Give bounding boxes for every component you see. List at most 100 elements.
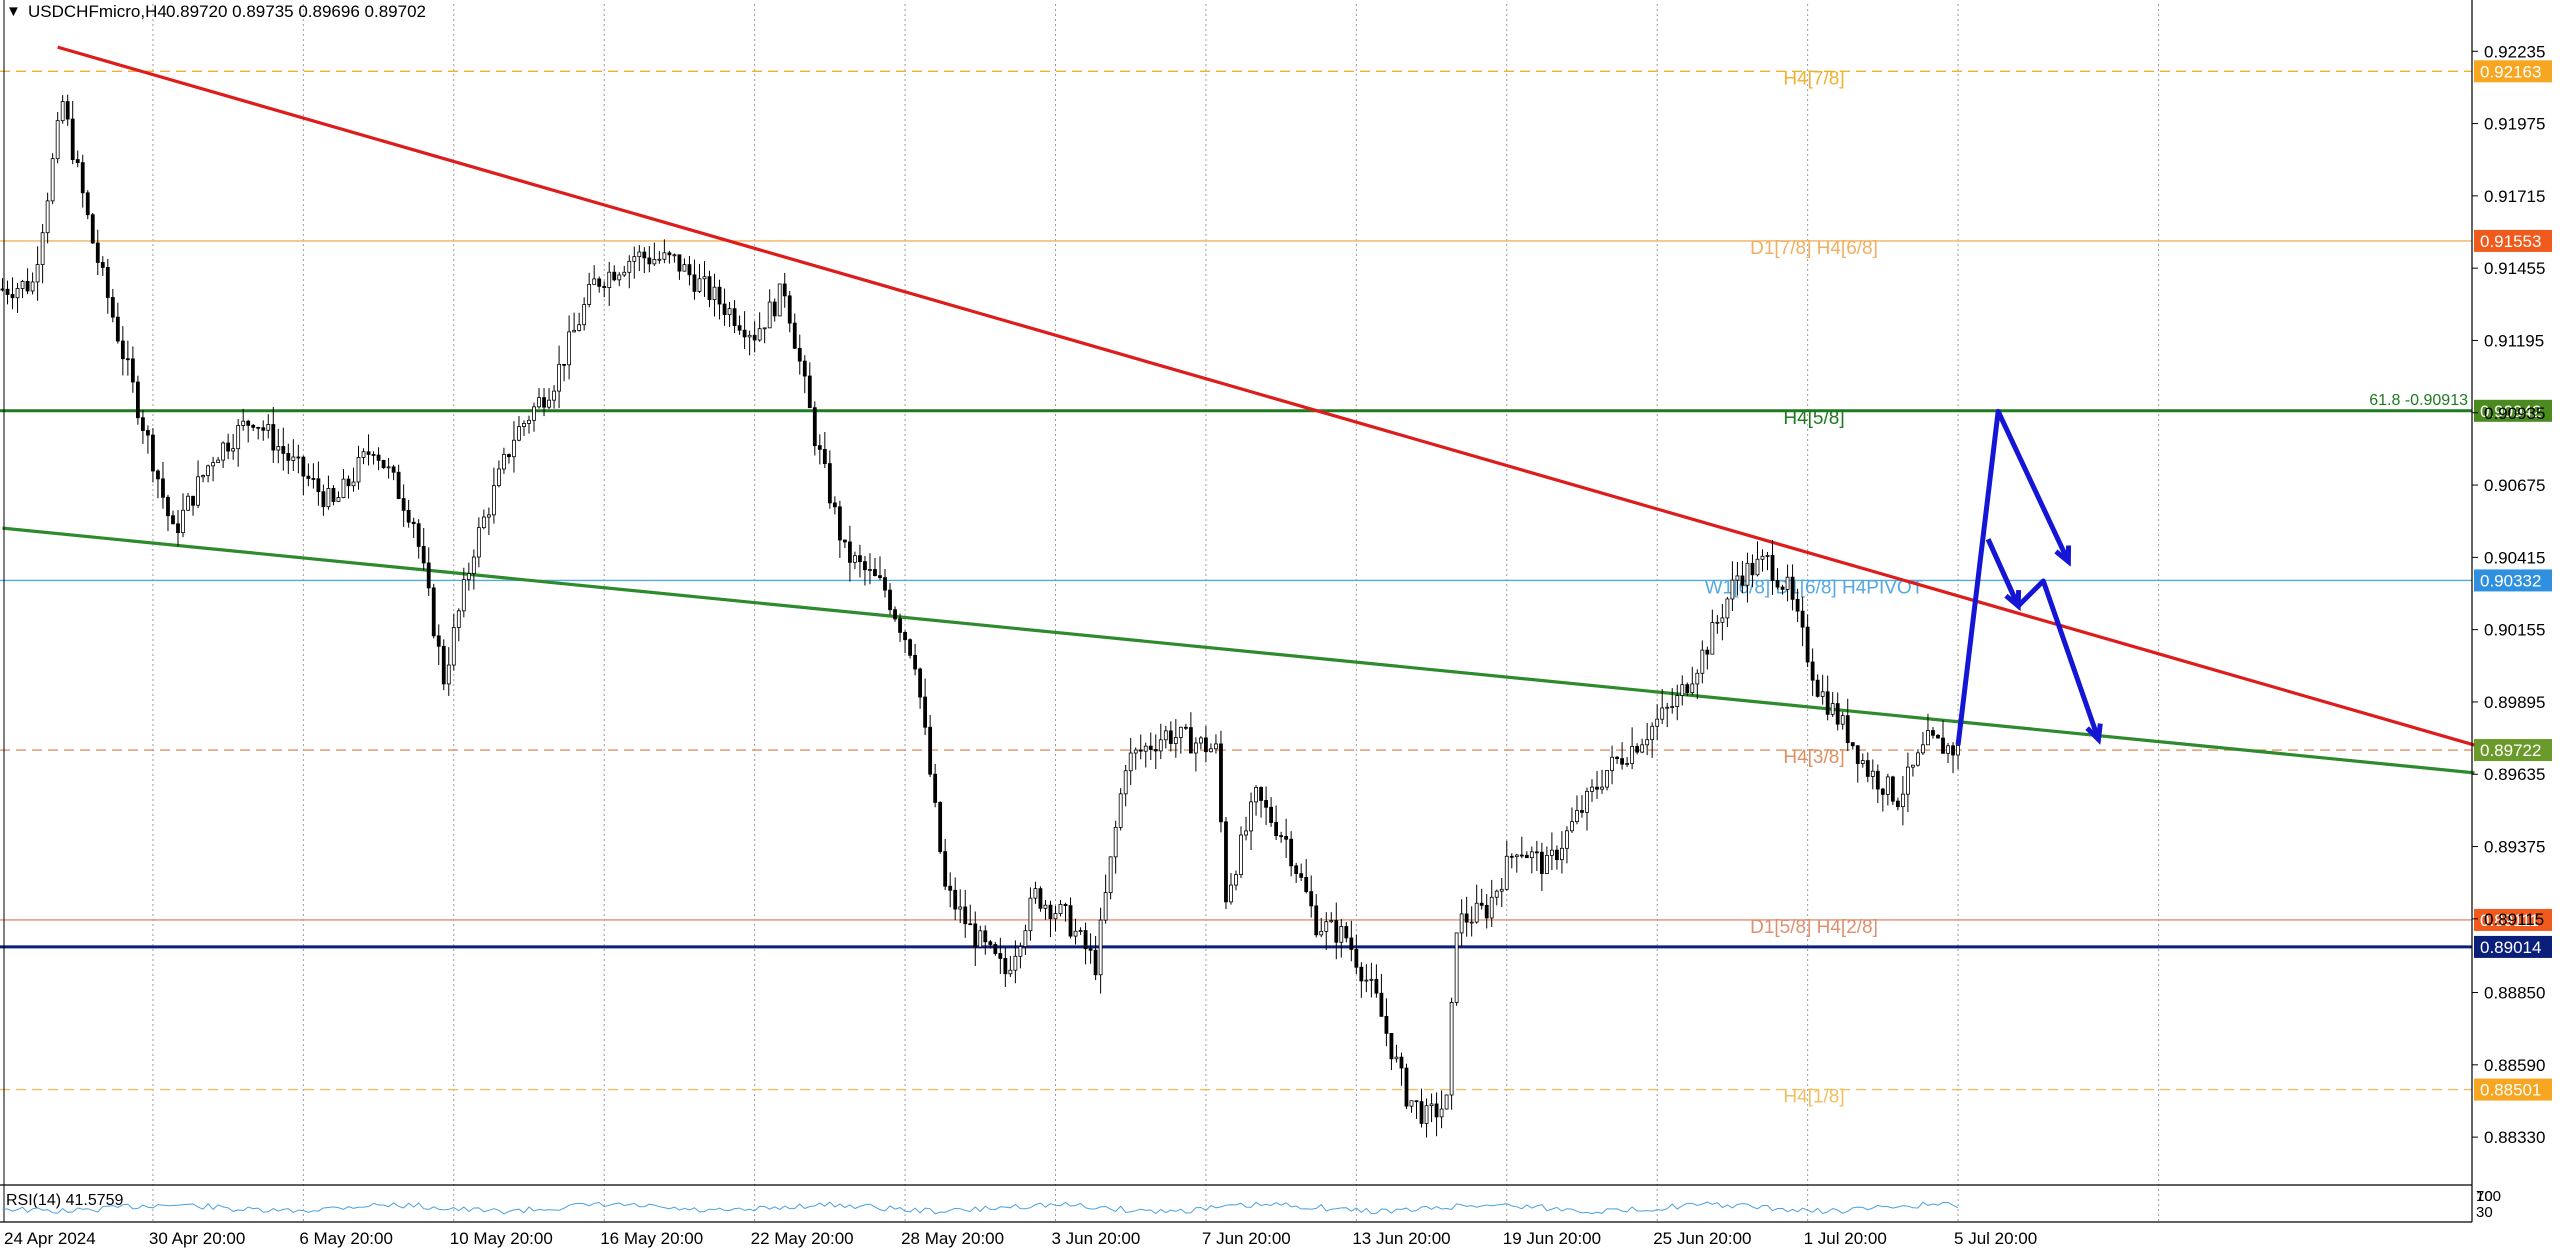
- candle-body: [1063, 903, 1068, 907]
- y-tick-label: 0.91195: [2484, 331, 2544, 350]
- candle-body: [667, 252, 672, 256]
- candle-body: [110, 297, 115, 318]
- candle-body: [1339, 926, 1344, 943]
- candle-body: [742, 329, 747, 338]
- candle-body: [1610, 756, 1614, 771]
- candle-body: [1188, 727, 1193, 754]
- candle-body: [151, 434, 155, 472]
- candle-body: [361, 451, 366, 458]
- candle-body: [1319, 930, 1324, 936]
- candle-body: [1850, 742, 1855, 747]
- candle-body: [712, 286, 717, 301]
- candle-body: [1083, 930, 1088, 950]
- candle-body: [471, 556, 476, 574]
- candle-body: [1289, 838, 1294, 867]
- price-tag-bg: [2474, 60, 2552, 83]
- candle-body: [1895, 800, 1900, 808]
- candle-body: [883, 577, 887, 591]
- price-tag-bg: [2474, 229, 2552, 252]
- level-lines: H4[7/8] 0.92163 D1[7/8] H4[6/8] 0.91553 H4[5…: [0, 60, 2552, 1108]
- candle-body: [1173, 737, 1178, 744]
- candle-body: [873, 569, 877, 577]
- candle-body: [486, 514, 491, 518]
- candle-body: [878, 575, 882, 579]
- candle-body: [1103, 892, 1108, 921]
- candle-body: [933, 773, 938, 803]
- candle-body: [176, 523, 180, 534]
- x-tick-label: 6 May 20:00: [299, 1229, 393, 1248]
- candle-body: [998, 953, 1003, 959]
- candle-body: [848, 541, 852, 563]
- candle-body: [1534, 851, 1539, 854]
- chart-header: ▼ USDCHFmicro,H4 0.89720 0.89735 0.89696…: [6, 2, 426, 21]
- candle-body: [1309, 891, 1314, 907]
- candle-body: [647, 257, 652, 265]
- candle-body: [1018, 946, 1023, 957]
- candle-body: [1725, 598, 1730, 619]
- header-caret[interactable]: ▼: [6, 3, 21, 20]
- candle-body: [898, 618, 902, 633]
- candle-body: [1419, 1101, 1424, 1124]
- candle-body: [1875, 770, 1880, 790]
- candle-body: [1279, 835, 1284, 838]
- candle-body: [572, 329, 577, 333]
- candle-body: [567, 331, 572, 366]
- candle-body: [1459, 913, 1464, 934]
- candle-body: [1249, 801, 1253, 832]
- candle-body: [527, 419, 531, 424]
- candle-body: [1575, 810, 1579, 823]
- rsi-line: [2, 1201, 1959, 1215]
- candle-body: [762, 327, 767, 330]
- candle-body: [426, 562, 431, 589]
- candle-body: [842, 539, 847, 543]
- candle-body: [1479, 902, 1484, 906]
- candle-body: [792, 322, 797, 349]
- candle-body: [1494, 890, 1499, 898]
- candle-body: [321, 491, 326, 508]
- candle-body: [1600, 786, 1604, 790]
- candle-body: [226, 442, 231, 452]
- candle-body: [963, 906, 968, 925]
- candle-body: [75, 159, 80, 164]
- level-label: H4[5/8]: [1783, 408, 1844, 429]
- y-tick-label: 0.89635: [2484, 765, 2545, 784]
- candle-body: [105, 267, 110, 298]
- candle-body: [1775, 580, 1780, 588]
- candle-body: [336, 497, 341, 502]
- candle-body: [537, 397, 541, 408]
- candle-body: [732, 308, 737, 327]
- candle-body: [1890, 776, 1895, 802]
- candle-body: [20, 280, 25, 289]
- candle-body: [612, 271, 617, 281]
- candle-body: [311, 478, 316, 480]
- price-tag: 0.89014: [2480, 938, 2541, 957]
- y-tick-label: 0.90415: [2484, 548, 2545, 567]
- candle-body: [1489, 896, 1494, 919]
- candle-body: [1199, 737, 1203, 744]
- x-tick-label: 13 Jun 20:00: [1352, 1229, 1450, 1248]
- candle-body: [166, 496, 170, 517]
- candle-body: [341, 478, 346, 498]
- candle-body: [677, 254, 682, 272]
- candle-body: [1860, 760, 1865, 764]
- candle-body: [386, 466, 391, 469]
- projection-arrow-a: [1955, 408, 2071, 746]
- y-tick-label: 0.89375: [2484, 838, 2545, 857]
- candle-body: [100, 262, 105, 268]
- candle-body: [216, 459, 221, 464]
- candle-body: [893, 609, 897, 620]
- candle-body: [1239, 834, 1243, 876]
- candle-body: [396, 471, 401, 499]
- candle-body: [557, 363, 561, 392]
- candle-body: [45, 200, 50, 234]
- candle-body: [682, 264, 687, 272]
- rsi-level-70: 100: [2476, 1188, 2501, 1205]
- candle-body: [276, 446, 281, 451]
- candle-body: [1048, 904, 1053, 920]
- trendline-falling-resistance: [57, 45, 2475, 747]
- candle-body: [25, 280, 30, 292]
- candle-body: [196, 476, 200, 506]
- candle-body: [1549, 849, 1554, 856]
- candle-body: [1148, 745, 1153, 750]
